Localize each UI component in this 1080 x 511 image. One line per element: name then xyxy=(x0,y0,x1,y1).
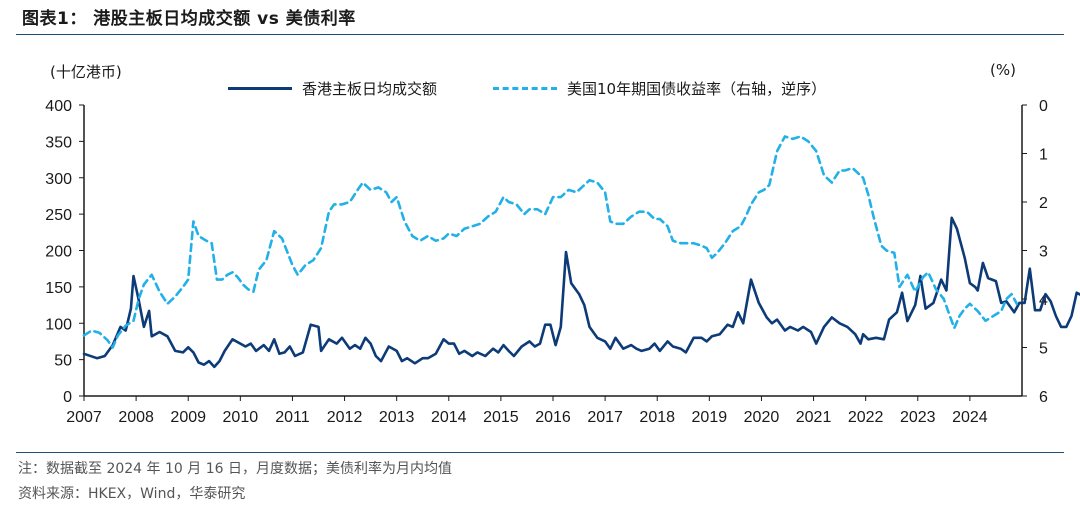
series-line-hk-turnover xyxy=(82,216,1080,369)
x-axis-tick-label: 2018 xyxy=(639,409,675,426)
chart-source: 资料来源：HKEX，Wind，华泰研究 xyxy=(18,486,246,502)
x-axis-tick-label: 2020 xyxy=(744,409,780,426)
right-axis-unit: (%) xyxy=(990,61,1016,79)
legend-swatch-dashed xyxy=(493,87,558,90)
left-axis-tick-label: 200 xyxy=(45,244,72,261)
left-axis-tick-label: 50 xyxy=(54,353,72,370)
x-axis-tick-label: 2007 xyxy=(66,409,102,426)
x-axis-tick-label: 2012 xyxy=(327,409,363,426)
legend-label-yield: 美国10年期国债收益率（右轴，逆序） xyxy=(567,80,827,98)
left-axis-tick-label: 100 xyxy=(45,316,72,333)
legend-label-turnover: 香港主板日均成交额 xyxy=(302,80,438,98)
left-axis-tick-label: 250 xyxy=(45,207,72,224)
legend-item-turnover: 香港主板日均成交额 xyxy=(228,78,437,99)
right-axis-tick-label: 6 xyxy=(1039,389,1048,406)
left-axis-tick-label: 300 xyxy=(45,171,72,188)
footer-rule xyxy=(16,452,1064,453)
x-axis-tick-label: 2023 xyxy=(900,409,936,426)
right-axis-tick-label: 0 xyxy=(1039,98,1048,115)
left-axis-tick-label: 350 xyxy=(45,134,72,151)
right-axis-tick-label: 5 xyxy=(1039,341,1048,358)
left-axis-tick-label: 0 xyxy=(63,389,72,406)
chart-legend: 香港主板日均成交额 美国10年期国债收益率（右轴，逆序） xyxy=(228,78,826,99)
right-axis-tick-label: 2 xyxy=(1039,195,1048,212)
x-axis-tick-label: 2021 xyxy=(796,409,832,426)
x-axis-tick-label: 2022 xyxy=(848,409,884,426)
x-axis-tick-label: 2016 xyxy=(535,409,571,426)
series-line-us10y-yield xyxy=(82,135,1019,349)
chart-note: 注：数据截至 2024 年 10 月 16 日，月度数据；美债利率为月内均值 xyxy=(18,461,452,477)
left-axis-tick-label: 400 xyxy=(45,98,72,115)
x-axis-tick-label: 2014 xyxy=(431,409,467,426)
left-axis-unit: (十亿港币) xyxy=(50,63,122,81)
x-axis-tick-label: 2017 xyxy=(587,409,623,426)
x-axis-tick-label: 2019 xyxy=(692,409,728,426)
x-axis-tick-label: 2008 xyxy=(118,409,154,426)
left-axis-tick-label: 150 xyxy=(45,280,72,297)
x-axis-tick-label: 2024 xyxy=(952,409,988,426)
x-axis-tick-label: 2015 xyxy=(483,409,519,426)
x-axis-tick-label: 2010 xyxy=(223,409,259,426)
legend-swatch-solid xyxy=(228,87,292,90)
x-axis-tick-label: 2009 xyxy=(170,409,206,426)
x-axis-tick-label: 2013 xyxy=(379,409,415,426)
x-axis-tick-label: 2011 xyxy=(275,409,310,426)
figure-title: 图表1： 港股主板日均成交额 vs 美债利率 xyxy=(22,9,356,29)
right-axis-tick-label: 3 xyxy=(1039,244,1048,261)
legend-item-yield: 美国10年期国债收益率（右轴，逆序） xyxy=(493,78,826,99)
right-axis-tick-label: 1 xyxy=(1039,147,1048,164)
title-rule xyxy=(16,34,1064,35)
